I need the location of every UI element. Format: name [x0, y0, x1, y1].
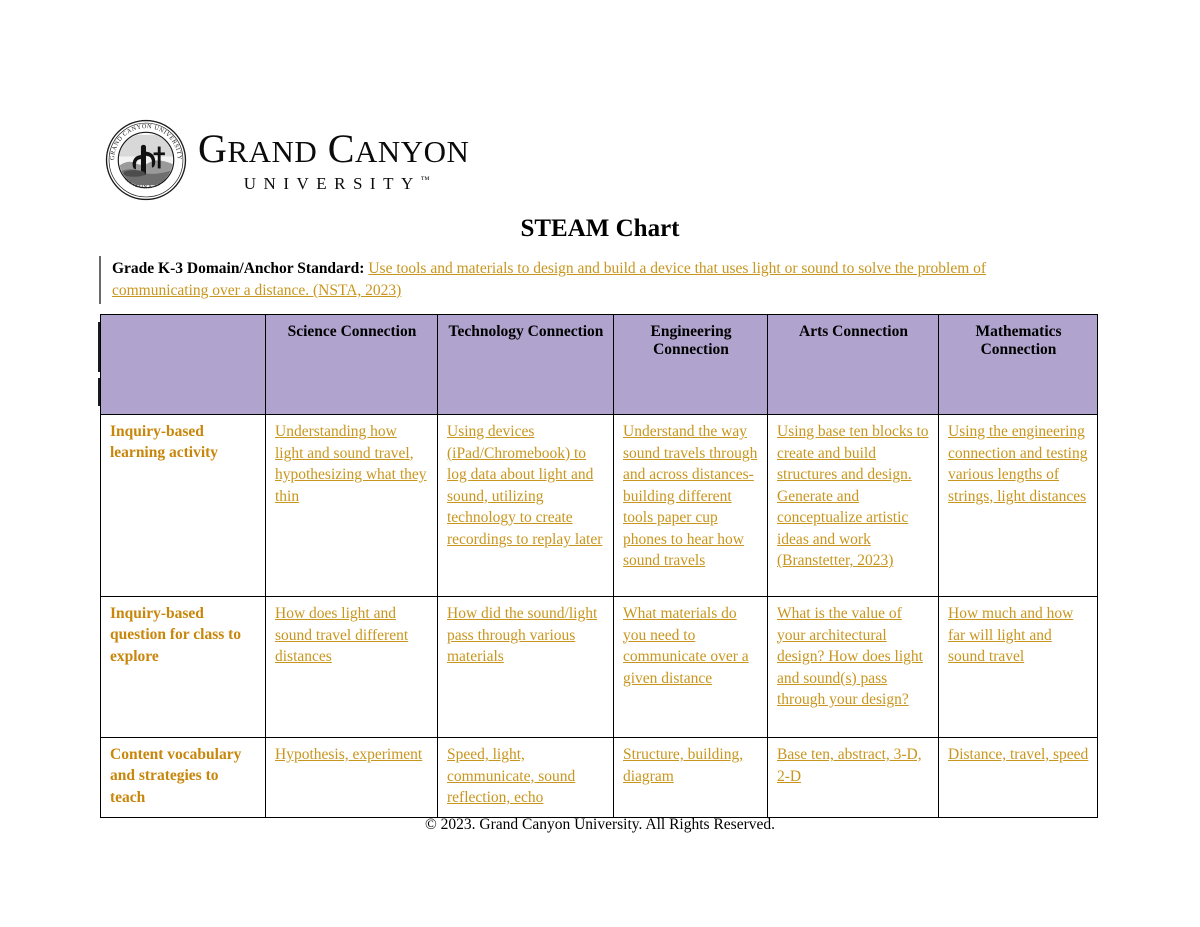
wordmark-line-2: UNIVERSITY™ — [243, 173, 430, 193]
cell-vocabulary-technology: Speed, light, communicate, sound reflect… — [437, 737, 614, 818]
cell-question-mathematics: How much and how far will light and soun… — [938, 596, 1098, 738]
table-header-row: Science Connection Technology Connection… — [100, 314, 1098, 415]
cell-vocabulary-engineering: Structure, building, diagram — [613, 737, 768, 818]
table-row: Inquiry-based learning activity Understa… — [100, 414, 1098, 597]
cell-question-science: How does light and sound travel differen… — [265, 596, 438, 738]
cell-activity-engineering: Understand the way sound travels through… — [613, 414, 768, 597]
revision-bar-table-mid — [98, 378, 101, 406]
gcu-seal-icon: GRAND CANYON UNIVERSITY ARIZONA 1949 — [104, 118, 188, 202]
standard-text: Use tools and materials to design and bu… — [112, 260, 987, 299]
cell-question-technology: How did the sound/light pass through var… — [437, 596, 614, 738]
cell-vocabulary-science: Hypothesis, experiment — [265, 737, 438, 818]
page-title: STEAM Chart — [520, 215, 680, 242]
column-header-engineering: Engineering Connection — [613, 314, 768, 415]
steam-chart-table: Science Connection Technology Connection… — [100, 314, 1098, 818]
trademark-symbol: ™ — [420, 173, 430, 184]
row-label-vocabulary: Content vocabulary and strategies to tea… — [100, 737, 266, 818]
column-header-blank — [100, 314, 266, 415]
cell-vocabulary-arts: Base ten, abstract, 3-D, 2-D — [767, 737, 939, 818]
table-row: Content vocabulary and strategies to tea… — [100, 737, 1098, 818]
domain-anchor-standard: Grade K-3 Domain/Anchor Standard: Use to… — [112, 258, 1072, 302]
column-header-science: Science Connection — [265, 314, 438, 415]
row-label-activity: Inquiry-based learning activity — [100, 414, 266, 597]
wordmark-line-1: GRAND CANYON — [198, 125, 470, 171]
table-row: Inquiry-based question for class to expl… — [100, 596, 1098, 738]
gcu-wordmark: GRAND CANYON UNIVERSITY™ — [198, 125, 470, 193]
cell-question-arts: What is the value of your architectural … — [767, 596, 939, 738]
cell-activity-mathematics: Using the engineering connection and tes… — [938, 414, 1098, 597]
column-header-mathematics: Mathematics Connection — [938, 314, 1098, 415]
column-header-arts: Arts Connection — [767, 314, 939, 415]
cell-activity-science: Understanding how light and sound travel… — [265, 414, 438, 597]
column-header-technology: Technology Connection — [437, 314, 614, 415]
cell-vocabulary-mathematics: Distance, travel, speed — [938, 737, 1098, 818]
cell-activity-technology: Using devices (iPad/Chromebook) to log d… — [437, 414, 614, 597]
revision-bar-standard — [99, 256, 101, 304]
copyright-footer: © 2023. Grand Canyon University. All Rig… — [424, 816, 775, 833]
row-label-question: Inquiry-based question for class to expl… — [100, 596, 266, 738]
revision-bar-table-top — [98, 322, 101, 372]
standard-label: Grade K-3 Domain/Anchor Standard: — [112, 260, 365, 277]
cell-activity-arts: Using base ten blocks to create and buil… — [767, 414, 939, 597]
cell-question-engineering: What materials do you need to communicat… — [613, 596, 768, 738]
letterhead: GRAND CANYON UNIVERSITY ARIZONA 1949 — [104, 118, 469, 202]
